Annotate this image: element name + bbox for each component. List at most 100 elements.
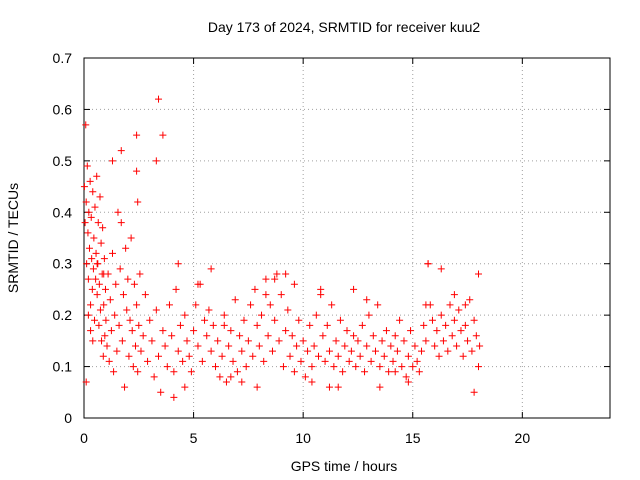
data-point [88, 255, 96, 263]
data-point [472, 332, 480, 340]
data-point [117, 147, 125, 155]
data-point [332, 337, 340, 345]
data-point [317, 291, 325, 299]
data-point [422, 337, 430, 345]
data-point [93, 291, 101, 299]
data-point [205, 306, 213, 314]
data-point [262, 291, 270, 299]
data-point [148, 337, 156, 345]
data-point [350, 332, 358, 340]
data-point [304, 347, 312, 355]
data-point [380, 352, 388, 360]
data-point [136, 270, 144, 278]
data-point [407, 327, 415, 335]
data-point [82, 378, 90, 386]
data-point [100, 270, 108, 278]
data-point [132, 342, 140, 350]
data-point [400, 337, 408, 345]
data-point [398, 363, 406, 371]
data-point [122, 244, 130, 252]
plot-frame [83, 57, 611, 419]
data-point [271, 316, 279, 324]
data-point [91, 316, 99, 324]
data-point [367, 357, 375, 365]
data-point [431, 342, 439, 350]
data-point [249, 352, 257, 360]
data-point [198, 357, 206, 365]
data-point [238, 347, 246, 355]
data-point [227, 327, 235, 335]
data-point [108, 157, 116, 165]
data-point [87, 327, 95, 335]
data-point [133, 131, 141, 139]
data-point [231, 296, 239, 304]
data-point [323, 321, 331, 329]
data-point [119, 291, 127, 299]
data-point [152, 157, 160, 165]
data-point [382, 327, 390, 335]
data-point [461, 321, 469, 329]
data-point [277, 291, 285, 299]
data-point [255, 342, 263, 350]
data-point [92, 249, 100, 257]
data-point [356, 352, 364, 360]
data-point [290, 280, 298, 288]
data-point [264, 332, 272, 340]
data-point [341, 342, 349, 350]
data-point [118, 337, 126, 345]
data-point [161, 342, 169, 350]
data-point [319, 332, 327, 340]
data-point [299, 337, 307, 345]
data-point [97, 239, 105, 247]
data-point [450, 316, 458, 324]
data-point [103, 342, 111, 350]
data-point [102, 316, 110, 324]
data-point [413, 357, 421, 365]
data-point [157, 388, 165, 396]
grid [84, 58, 610, 418]
data-point [192, 301, 200, 309]
data-point [190, 327, 198, 335]
data-point [84, 311, 92, 319]
data-point [437, 265, 445, 273]
y-tick-label: 0 [64, 410, 72, 426]
data-point [133, 167, 141, 175]
data-point [155, 95, 163, 103]
data-point [321, 357, 329, 365]
data-point [94, 219, 102, 227]
data-point [84, 275, 92, 283]
data-point [110, 368, 118, 376]
data-point [411, 342, 419, 350]
data-point [194, 342, 202, 350]
data-point [376, 383, 384, 391]
data-point [442, 321, 450, 329]
data-point [176, 321, 184, 329]
data-point [80, 183, 88, 191]
data-point [95, 280, 103, 288]
data-point [433, 327, 441, 335]
data-point [435, 352, 443, 360]
data-point [185, 352, 193, 360]
data-point [350, 285, 358, 293]
data-point [152, 306, 160, 314]
data-point [96, 306, 104, 314]
data-point [457, 327, 465, 335]
data-point [233, 368, 241, 376]
data-point [475, 363, 482, 371]
data-point [82, 121, 90, 129]
data-point [112, 280, 120, 288]
data-point [209, 321, 217, 329]
x-tick-label: 10 [295, 430, 311, 446]
data-point [179, 357, 187, 365]
data-point [293, 342, 301, 350]
data-point [84, 229, 92, 237]
data-point [352, 363, 360, 371]
data-point [201, 316, 209, 324]
data-point [391, 368, 399, 376]
data-point [100, 255, 108, 263]
data-point [446, 301, 454, 309]
data-point [106, 296, 114, 304]
data-point [262, 275, 270, 283]
data-point [404, 378, 412, 386]
data-point [139, 332, 147, 340]
